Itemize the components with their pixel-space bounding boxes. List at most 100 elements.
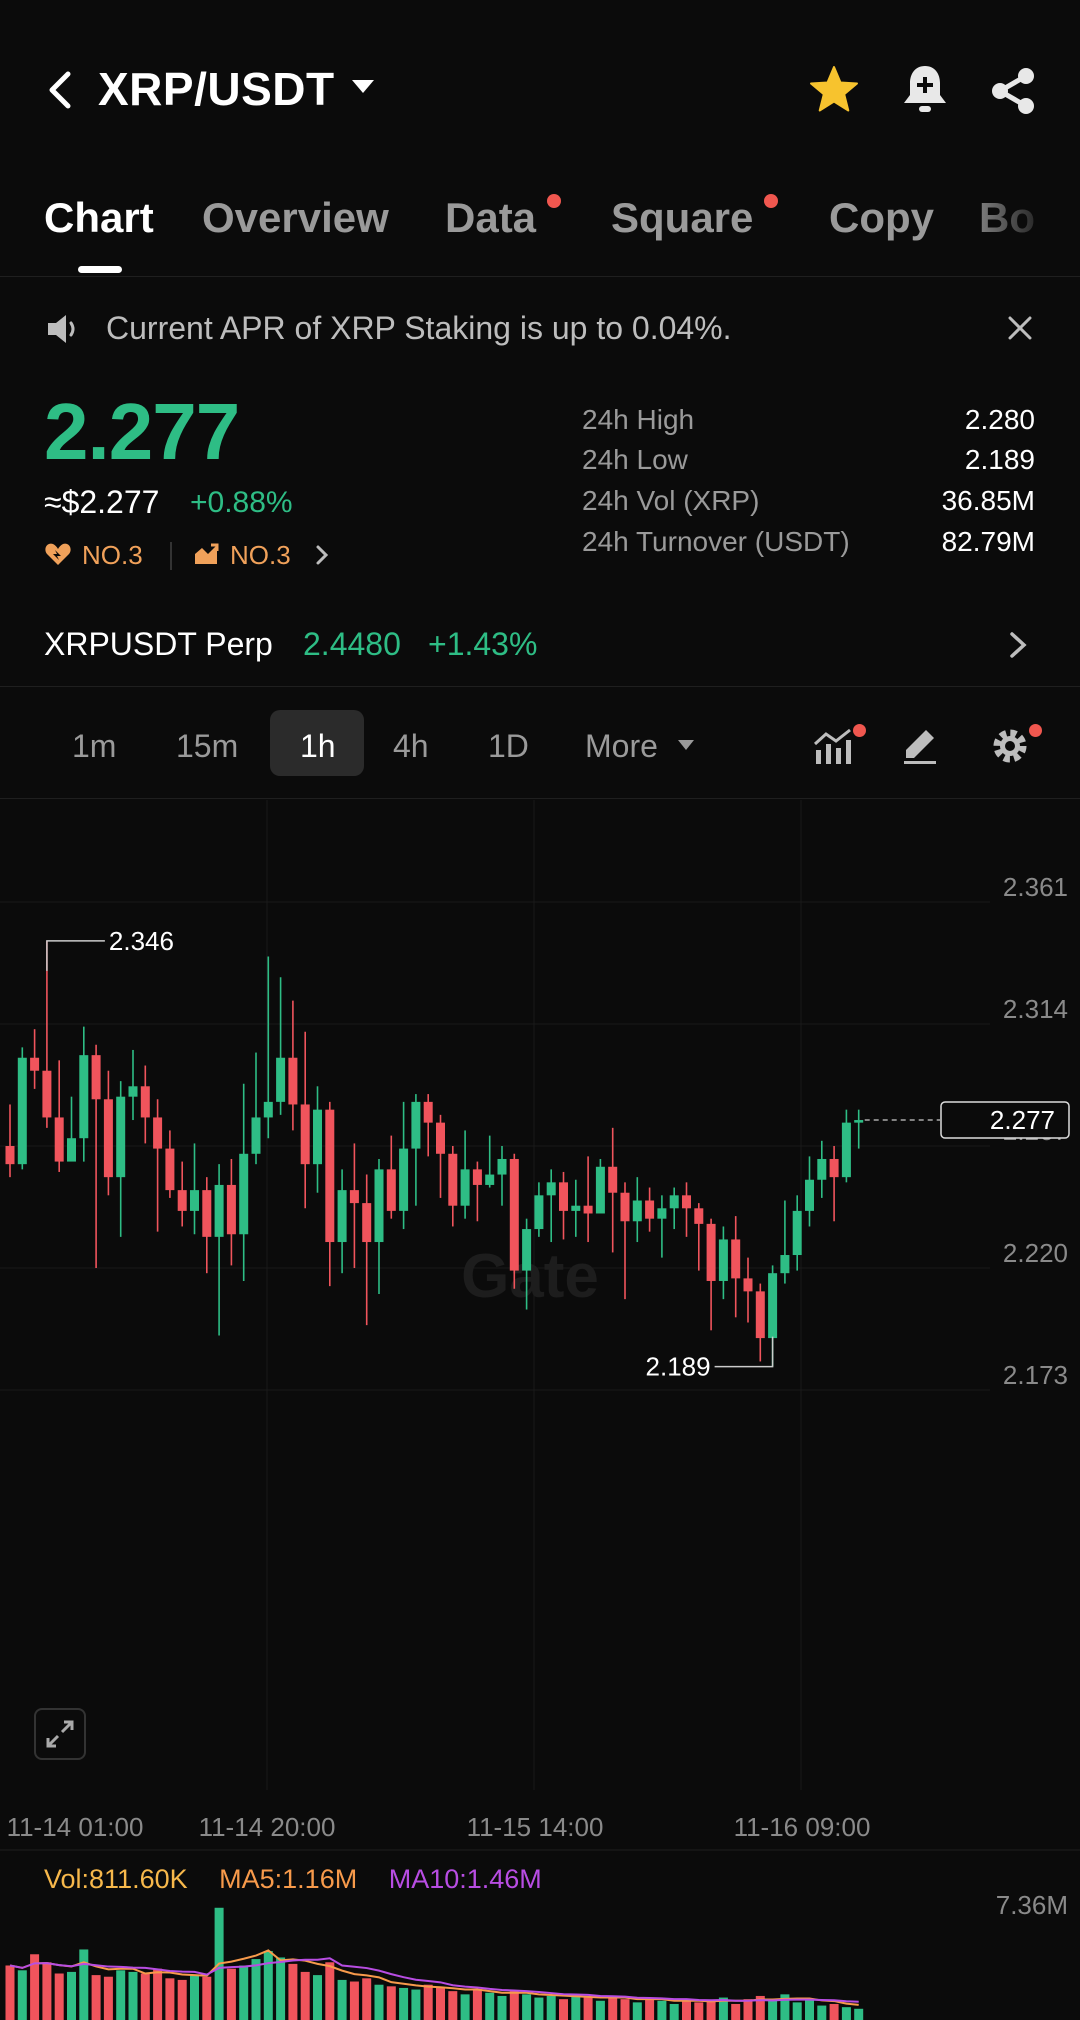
candle	[362, 1174, 372, 1326]
pencil-icon[interactable]	[900, 726, 940, 766]
pair-title[interactable]: XRP/USDT	[98, 63, 335, 115]
candle	[349, 1143, 359, 1268]
tab-chart[interactable]: Chart	[44, 194, 154, 241]
candle	[399, 1101, 409, 1230]
volume-bar	[313, 1975, 322, 2020]
candle	[325, 1101, 335, 1287]
rank-badge-2[interactable]: NO.3	[230, 540, 291, 570]
y-tick-label: 2.220	[1003, 1238, 1068, 1268]
chart-grid	[0, 800, 1080, 1851]
fullscreen-button[interactable]	[34, 1708, 86, 1760]
volume-bar	[436, 1987, 445, 2020]
chevron-right-icon[interactable]	[314, 542, 330, 568]
x-tick-label: 11-16 09:00	[734, 1812, 871, 1842]
stat-value-vol: 36.85M	[941, 485, 1035, 516]
tab-data[interactable]: Data	[445, 194, 537, 241]
rank-badge-1[interactable]: NO.3	[82, 540, 143, 570]
tab-square[interactable]: Square	[611, 194, 754, 241]
interval-1d[interactable]: 1D	[488, 728, 529, 764]
candle-body	[91, 1055, 101, 1100]
gear-icon[interactable]	[988, 724, 1032, 768]
volume-bar	[362, 1978, 372, 2020]
volume-bar	[349, 1981, 359, 2020]
announcement-text[interactable]: Current APR of XRP Staking is up to 0.04…	[106, 310, 732, 346]
volume-bar	[177, 1979, 187, 2020]
volume-bar	[657, 2000, 667, 2020]
volume-bar	[485, 1992, 495, 2020]
price-change: +0.88%	[190, 486, 293, 519]
x-tick-label: 11-15 14:00	[467, 1812, 604, 1842]
volume-bar	[854, 2008, 864, 2020]
volume-bar	[140, 1973, 150, 2020]
candle-body	[497, 1158, 507, 1175]
candle-body	[657, 1208, 667, 1219]
volume-bar	[706, 2000, 716, 2020]
star-icon[interactable]	[808, 64, 860, 116]
volume-bar	[620, 1999, 630, 2020]
candle	[694, 1203, 704, 1271]
tab-overview[interactable]: Overview	[202, 194, 389, 241]
active-tab-indicator	[78, 266, 122, 273]
volume-bar	[54, 1973, 64, 2020]
stat-value-high: 2.280	[964, 404, 1035, 435]
x-tick-label: 11-14 01:00	[7, 1812, 144, 1842]
x-tick-label: 11-14 20:00	[199, 1812, 336, 1842]
volume-bar	[103, 1976, 113, 2020]
candle-body	[153, 1117, 163, 1149]
close-icon[interactable]	[1004, 312, 1036, 344]
pair-dropdown-caret-icon[interactable]	[352, 80, 374, 93]
candle	[128, 1049, 138, 1121]
candle	[534, 1182, 544, 1237]
interval-4h[interactable]: 4h	[393, 728, 429, 764]
volume-bar	[42, 1962, 52, 2020]
tabs-fade	[960, 180, 1080, 274]
candle	[595, 1158, 605, 1214]
candle	[472, 1161, 482, 1222]
candle-body	[805, 1179, 814, 1211]
vol-value: Vol:811.60K	[44, 1864, 188, 1894]
candle	[386, 1135, 396, 1219]
candle-body	[337, 1190, 347, 1243]
chevron-right-icon[interactable]	[1006, 628, 1030, 662]
vol-ma10: MA10:1.46M	[388, 1864, 542, 1894]
candle	[657, 1195, 667, 1258]
volume-bar	[239, 1965, 249, 2020]
candle	[79, 1026, 89, 1162]
candle	[522, 1218, 532, 1310]
more-caret-icon[interactable]	[678, 740, 694, 750]
candle	[54, 1060, 64, 1172]
candle-body	[620, 1192, 630, 1222]
candle	[706, 1218, 716, 1331]
candle-body	[829, 1158, 839, 1178]
perp-name[interactable]: XRPUSDT Perp	[44, 626, 273, 662]
candle	[645, 1187, 655, 1232]
candle	[485, 1135, 495, 1188]
bell-add-icon[interactable]	[898, 62, 952, 118]
interval-more[interactable]: More	[585, 728, 658, 764]
perp-row[interactable]	[0, 612, 1080, 687]
candle-body	[5, 1146, 15, 1165]
heart-rank-icon	[45, 543, 71, 565]
perp-price: 2.4480	[303, 626, 401, 662]
volume-bar	[116, 1970, 126, 2020]
interval-1m[interactable]: 1m	[72, 728, 117, 764]
candle	[805, 1156, 814, 1227]
volume-bar	[509, 1991, 519, 2020]
interval-1h[interactable]: 1h	[300, 728, 336, 764]
candle-body	[718, 1239, 728, 1281]
interval-15m[interactable]: 15m	[176, 728, 239, 764]
candle	[337, 1169, 347, 1274]
back-arrow-icon[interactable]	[40, 66, 80, 114]
candle-body	[288, 1057, 298, 1105]
y-tick-label: 2.173	[1003, 1360, 1068, 1390]
volume-bar	[263, 1951, 273, 2020]
volume-bar	[718, 1997, 728, 2020]
tab-copy[interactable]: Copy	[829, 194, 934, 241]
indicator-icon[interactable]	[812, 726, 856, 766]
share-icon[interactable]	[988, 66, 1038, 116]
volume-bar	[399, 1987, 409, 2020]
candle-body	[362, 1203, 372, 1243]
candle	[202, 1177, 212, 1274]
candle	[497, 1146, 507, 1206]
